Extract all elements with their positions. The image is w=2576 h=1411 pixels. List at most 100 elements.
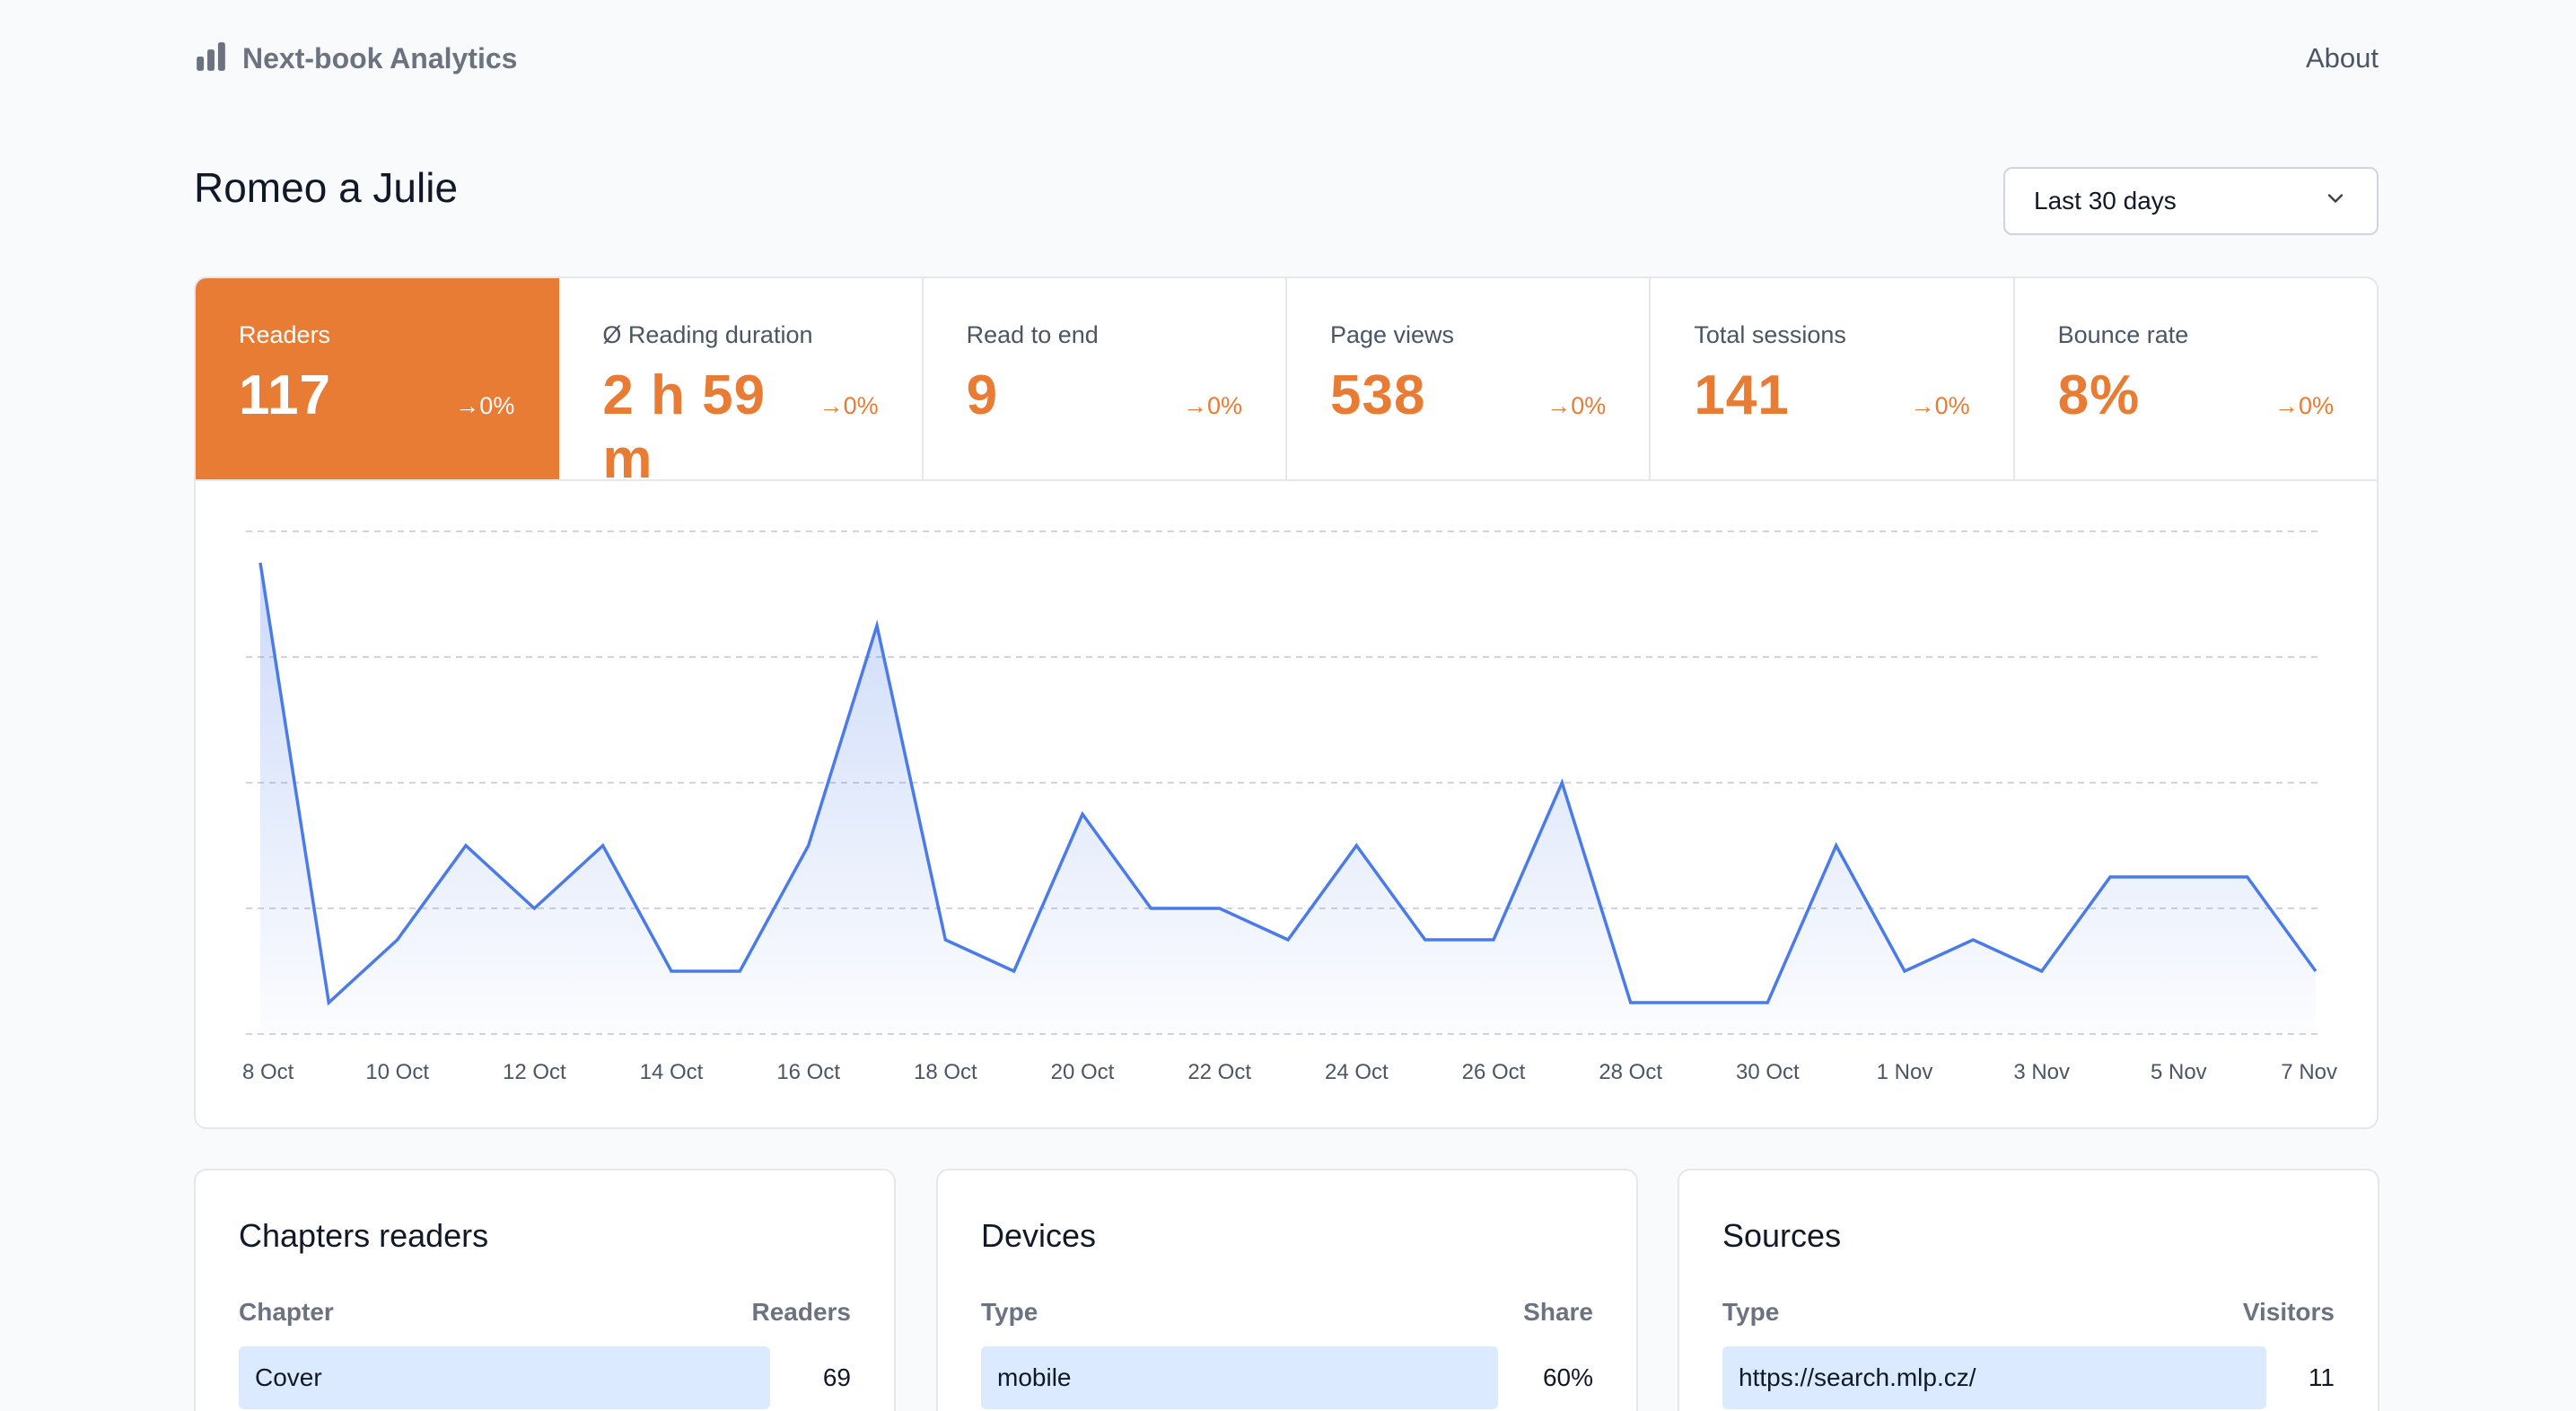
stat-label: Page views xyxy=(1329,321,1455,348)
stat-page-views[interactable]: Page views 538 →0% xyxy=(1287,278,1652,479)
brand[interactable]: Next-book Analytics xyxy=(194,39,517,78)
data-point[interactable] xyxy=(1896,962,1914,980)
data-point[interactable] xyxy=(800,837,818,854)
data-point[interactable] xyxy=(1005,962,1023,980)
stat-bounce-rate[interactable]: Bounce rate 8% →0% xyxy=(2015,278,2377,479)
chevron-down-icon xyxy=(2323,186,2348,217)
data-point[interactable] xyxy=(320,994,337,1012)
data-point[interactable] xyxy=(1279,931,1297,949)
data-point[interactable] xyxy=(2239,868,2256,886)
row-bar: https://search.mlp.cz/ xyxy=(1722,1346,2266,1409)
data-point[interactable] xyxy=(2101,868,2119,886)
x-tick-label: 7 Nov xyxy=(2281,1060,2337,1084)
data-point[interactable] xyxy=(1964,931,1982,949)
row-label: Cover xyxy=(255,1363,322,1391)
stat-trend: →0% xyxy=(819,392,879,419)
stat-label: Ø Reading duration xyxy=(602,321,813,348)
about-link[interactable]: About xyxy=(2305,42,2379,74)
data-point[interactable] xyxy=(2169,868,2187,886)
panel-title: Devices xyxy=(981,1217,1097,1254)
row-value: 69 xyxy=(822,1363,851,1391)
data-point[interactable] xyxy=(731,962,749,980)
row-value: 60% xyxy=(1542,1363,1593,1391)
data-point[interactable] xyxy=(389,931,407,949)
table-row: mobile 60% xyxy=(981,1346,1593,1409)
readers-area xyxy=(260,563,2316,1034)
date-range-select[interactable]: Last 30 days xyxy=(2003,167,2379,235)
column-header-chapter: Chapter xyxy=(239,1298,334,1326)
data-point[interactable] xyxy=(251,554,269,572)
x-tick-label: 30 Oct xyxy=(1736,1060,1800,1084)
x-tick-label: 1 Nov xyxy=(1877,1060,1933,1084)
stat-value: 538 xyxy=(1329,364,1426,426)
row-label: https://search.mlp.cz/ xyxy=(1739,1363,1976,1391)
x-tick-label: 18 Oct xyxy=(914,1060,977,1084)
x-tick-label: 10 Oct xyxy=(365,1060,429,1084)
data-point[interactable] xyxy=(1553,774,1571,792)
data-point[interactable] xyxy=(662,962,680,980)
stat-value: 117 xyxy=(239,364,332,426)
x-tick-label: 24 Oct xyxy=(1325,1060,1389,1084)
title-row: Romeo a Julie Last 30 days xyxy=(194,160,2379,235)
stat-total-sessions[interactable]: Total sessions 141 →0% xyxy=(1651,278,2015,479)
row-label: mobile xyxy=(997,1363,1072,1391)
stat-trend: →0% xyxy=(1182,392,1242,419)
stat-label: Total sessions xyxy=(1694,321,1846,348)
data-point[interactable] xyxy=(1622,994,1640,1012)
stat-label: Bounce rate xyxy=(2057,321,2189,348)
data-point[interactable] xyxy=(457,837,475,854)
readers-series-line xyxy=(258,562,2318,1006)
x-tick-label: 3 Nov xyxy=(2013,1060,2070,1084)
data-point[interactable] xyxy=(1690,994,1708,1012)
brand-name: Next-book Analytics xyxy=(242,41,518,74)
column-header-type: Type xyxy=(981,1298,1038,1326)
table-row: Cover 69 xyxy=(239,1346,851,1409)
table-header: Chapter Readers xyxy=(239,1298,851,1327)
table-header: Type Share xyxy=(981,1298,1593,1327)
stat-value: 8% xyxy=(2057,364,2141,426)
data-point[interactable] xyxy=(594,837,612,854)
x-tick-label: 28 Oct xyxy=(1599,1060,1662,1084)
readers-line-chart: 8 Oct 10 Oct 12 Oct 14 Oct 16 Oct 18 Oct 20 Oc… xyxy=(242,530,2337,1084)
stat-readers[interactable]: Readers 117 →0% xyxy=(196,278,560,479)
stat-value: 141 xyxy=(1694,364,1790,426)
data-point[interactable] xyxy=(1416,931,1434,949)
data-point[interactable] xyxy=(936,931,954,949)
bar-chart-icon xyxy=(194,39,228,78)
row-bar: Cover xyxy=(239,1346,770,1409)
date-range-value: Last 30 days xyxy=(2034,187,2177,215)
row-value: 11 xyxy=(2308,1363,2335,1391)
stat-value: 9 xyxy=(966,364,999,426)
x-tick-label: 8 Oct xyxy=(242,1060,294,1084)
data-point[interactable] xyxy=(2307,962,2325,980)
stat-reading-duration[interactable]: Ø Reading duration 2 h 59 m →0% xyxy=(559,278,924,490)
data-point[interactable] xyxy=(1142,899,1160,917)
x-tick-label: 22 Oct xyxy=(1187,1060,1251,1084)
stat-trend: →0% xyxy=(2274,392,2334,419)
page-title: Romeo a Julie xyxy=(194,164,459,211)
panel-title: Chapters readers xyxy=(239,1217,489,1254)
data-point[interactable] xyxy=(1347,837,1365,854)
data-point[interactable] xyxy=(1758,994,1776,1012)
column-header-type: Type xyxy=(1722,1298,1780,1326)
column-header-readers: Readers xyxy=(751,1298,851,1326)
x-tick-label: 14 Oct xyxy=(640,1060,704,1084)
data-point[interactable] xyxy=(1211,899,1229,917)
data-point[interactable] xyxy=(1827,837,1845,854)
stat-value: 2 h 59 m xyxy=(602,364,767,490)
stat-trend: →0% xyxy=(455,392,515,419)
stat-trend: →0% xyxy=(1910,392,1970,419)
data-point[interactable] xyxy=(1485,931,1503,949)
data-point[interactable] xyxy=(1073,805,1091,823)
x-tick-label: 20 Oct xyxy=(1051,1060,1115,1084)
overview-card: Readers 117 →0% Ø Reading duration 2 h 59… xyxy=(194,276,2379,1129)
data-point[interactable] xyxy=(525,899,543,917)
panel-title: Sources xyxy=(1722,1217,1842,1254)
column-header-visitors: Visitors xyxy=(2242,1298,2335,1326)
data-point[interactable] xyxy=(868,617,886,635)
table-header: Type Visitors xyxy=(1722,1298,2335,1327)
stat-read-to-end[interactable]: Read to end 9 →0% xyxy=(924,278,1287,479)
stats-row: Readers 117 →0% Ø Reading duration 2 h 59… xyxy=(196,278,2377,490)
row-bar: mobile xyxy=(981,1346,1498,1409)
data-point[interactable] xyxy=(2033,962,2051,980)
